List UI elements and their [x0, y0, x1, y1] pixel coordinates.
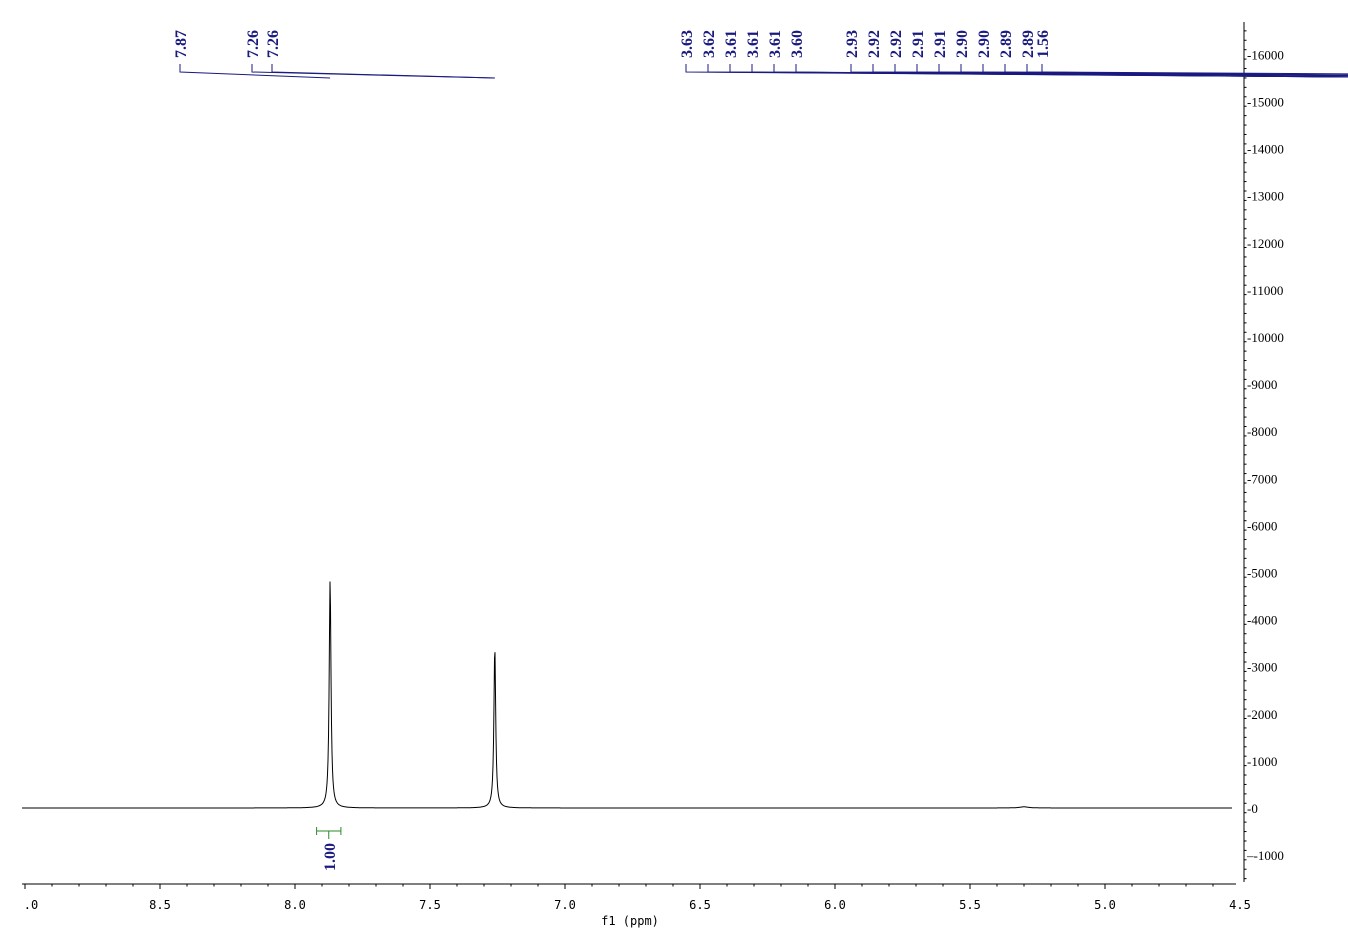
peak-connector — [982, 64, 1348, 76]
x-tick-label: 8.5 — [149, 898, 171, 912]
y-tick-label: -6000 — [1247, 518, 1277, 533]
y-tick-label: -12000 — [1247, 236, 1284, 251]
y-tick-label: -0 — [1247, 801, 1258, 816]
x-tick-label: 7.5 — [419, 898, 441, 912]
peak-connector — [960, 64, 1348, 76]
y-tick-label: -9000 — [1247, 377, 1277, 392]
integration-label: 1.00 — [322, 843, 339, 871]
peak-label: 3.60 — [789, 30, 806, 58]
peak-connector — [179, 64, 331, 79]
peak-label: 2.91 — [932, 30, 949, 58]
peak-label: 2.89 — [1020, 30, 1037, 58]
x-tick-label: 8.0 — [284, 898, 306, 912]
x-axis-title: f1 (ppm) — [601, 914, 659, 928]
peak-connector — [1041, 64, 1348, 75]
peak-connector — [271, 64, 495, 79]
peak-connector — [894, 64, 1348, 77]
peak-connector — [872, 64, 1348, 77]
peak-label: 2.93 — [844, 30, 861, 58]
y-tick-label: -8000 — [1247, 424, 1277, 439]
x-axis: .08.58.07.57.06.56.05.55.04.54.03.53.02.… — [22, 883, 1251, 912]
peak-label: 7.26 — [245, 30, 262, 58]
spectrum-line — [22, 581, 1232, 809]
y-axis: -16000 -15000 -14000 -13000 -12000 -11000 -100… — [1243, 22, 1284, 882]
peak-connector — [1026, 64, 1348, 76]
y-tick-label: -7000 — [1247, 471, 1277, 486]
y-tick-label: -15000 — [1247, 95, 1284, 110]
x-tick-label: 5.0 — [1094, 898, 1116, 912]
peak-label: 3.63 — [679, 30, 696, 58]
y-tick-label: -13000 — [1247, 189, 1284, 204]
x-tick-label: .0 — [24, 898, 38, 912]
peak-label: 3.62 — [701, 30, 718, 58]
peak-label: 3.61 — [767, 30, 784, 58]
peak-label: 7.87 — [173, 30, 190, 58]
peak-label: 2.91 — [910, 30, 927, 58]
y-tick-label: –-1000 — [1246, 848, 1284, 863]
y-tick-label: -1000 — [1247, 754, 1277, 769]
x-tick-label: 7.0 — [554, 898, 576, 912]
y-tick-label: -2000 — [1247, 707, 1277, 722]
integrations: 1.002.012.01 — [316, 827, 342, 871]
peak-connector — [938, 64, 1348, 76]
peak-connector — [795, 64, 1348, 78]
x-tick-label: 5.5 — [959, 898, 981, 912]
y-tick-label: -3000 — [1247, 660, 1277, 675]
y-tick-label: -14000 — [1247, 142, 1284, 157]
peak-label: 7.26 — [265, 30, 282, 58]
peak-label: 2.90 — [976, 30, 993, 58]
x-tick-label: 4.5 — [1229, 898, 1251, 912]
peak-connector — [916, 64, 1348, 76]
y-tick-label: -5000 — [1247, 566, 1277, 581]
x-tick-label: 6.0 — [824, 898, 846, 912]
peak-label: 2.92 — [866, 30, 883, 58]
peak-connector — [850, 64, 1348, 77]
peak-label: 2.90 — [954, 30, 971, 58]
peak-label: 1.56 — [1035, 30, 1052, 58]
peak-connector — [1004, 64, 1348, 76]
y-tick-label: -10000 — [1247, 330, 1284, 345]
peak-label: 3.61 — [723, 30, 740, 58]
x-tick-label: 6.5 — [689, 898, 711, 912]
peak-labels: 7.87 7.26 7.26 3.63 3.62 3.61 3.61 3.61 3.60 2.93… — [173, 30, 1348, 79]
y-tick-label: -4000 — [1247, 613, 1277, 628]
y-tick-label: -16000 — [1247, 47, 1284, 62]
y-tick-label: -11000 — [1247, 283, 1283, 298]
peak-label: 2.89 — [998, 30, 1015, 58]
peak-label: 2.92 — [888, 30, 905, 58]
peak-label: 3.61 — [745, 30, 762, 58]
